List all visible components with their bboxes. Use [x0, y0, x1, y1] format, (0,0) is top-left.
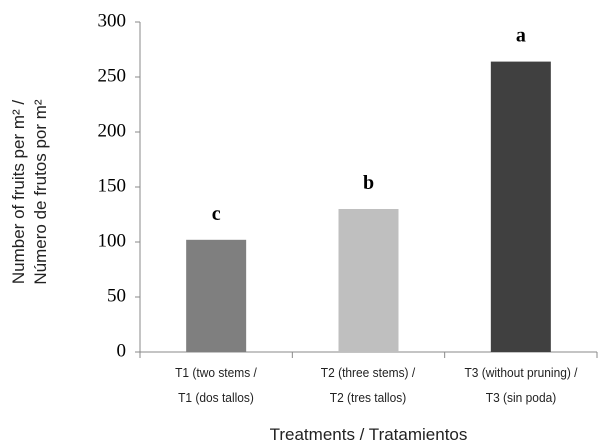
bar-letter: b [363, 172, 374, 194]
y-tick-label: 50 [107, 285, 126, 306]
y-tick-label: 200 [98, 120, 127, 141]
bar-letter: c [212, 203, 221, 225]
bar [186, 239, 247, 352]
x-tick-label: T2 (three stems) / T2 (tres tallos) [321, 365, 416, 405]
x-tick-label: T3 (without pruning) / T3 (sin poda) [464, 365, 578, 405]
x-tick-label: T1 (two stems / T1 (dos tallos) [175, 365, 257, 405]
bar [338, 209, 399, 352]
x-axis-label: Treatments / Tratamientos [269, 425, 468, 444]
bar [490, 61, 551, 352]
y-tick-label: 100 [98, 230, 127, 251]
y-tick-label: 250 [98, 65, 127, 86]
y-tick-label: 150 [98, 175, 127, 196]
y-tick-label: 300 [98, 10, 127, 31]
y-tick-label: 0 [117, 340, 127, 361]
bar-letter: a [516, 25, 526, 47]
y-axis-label: Number of fruits per m² / Número de frut… [9, 99, 50, 285]
